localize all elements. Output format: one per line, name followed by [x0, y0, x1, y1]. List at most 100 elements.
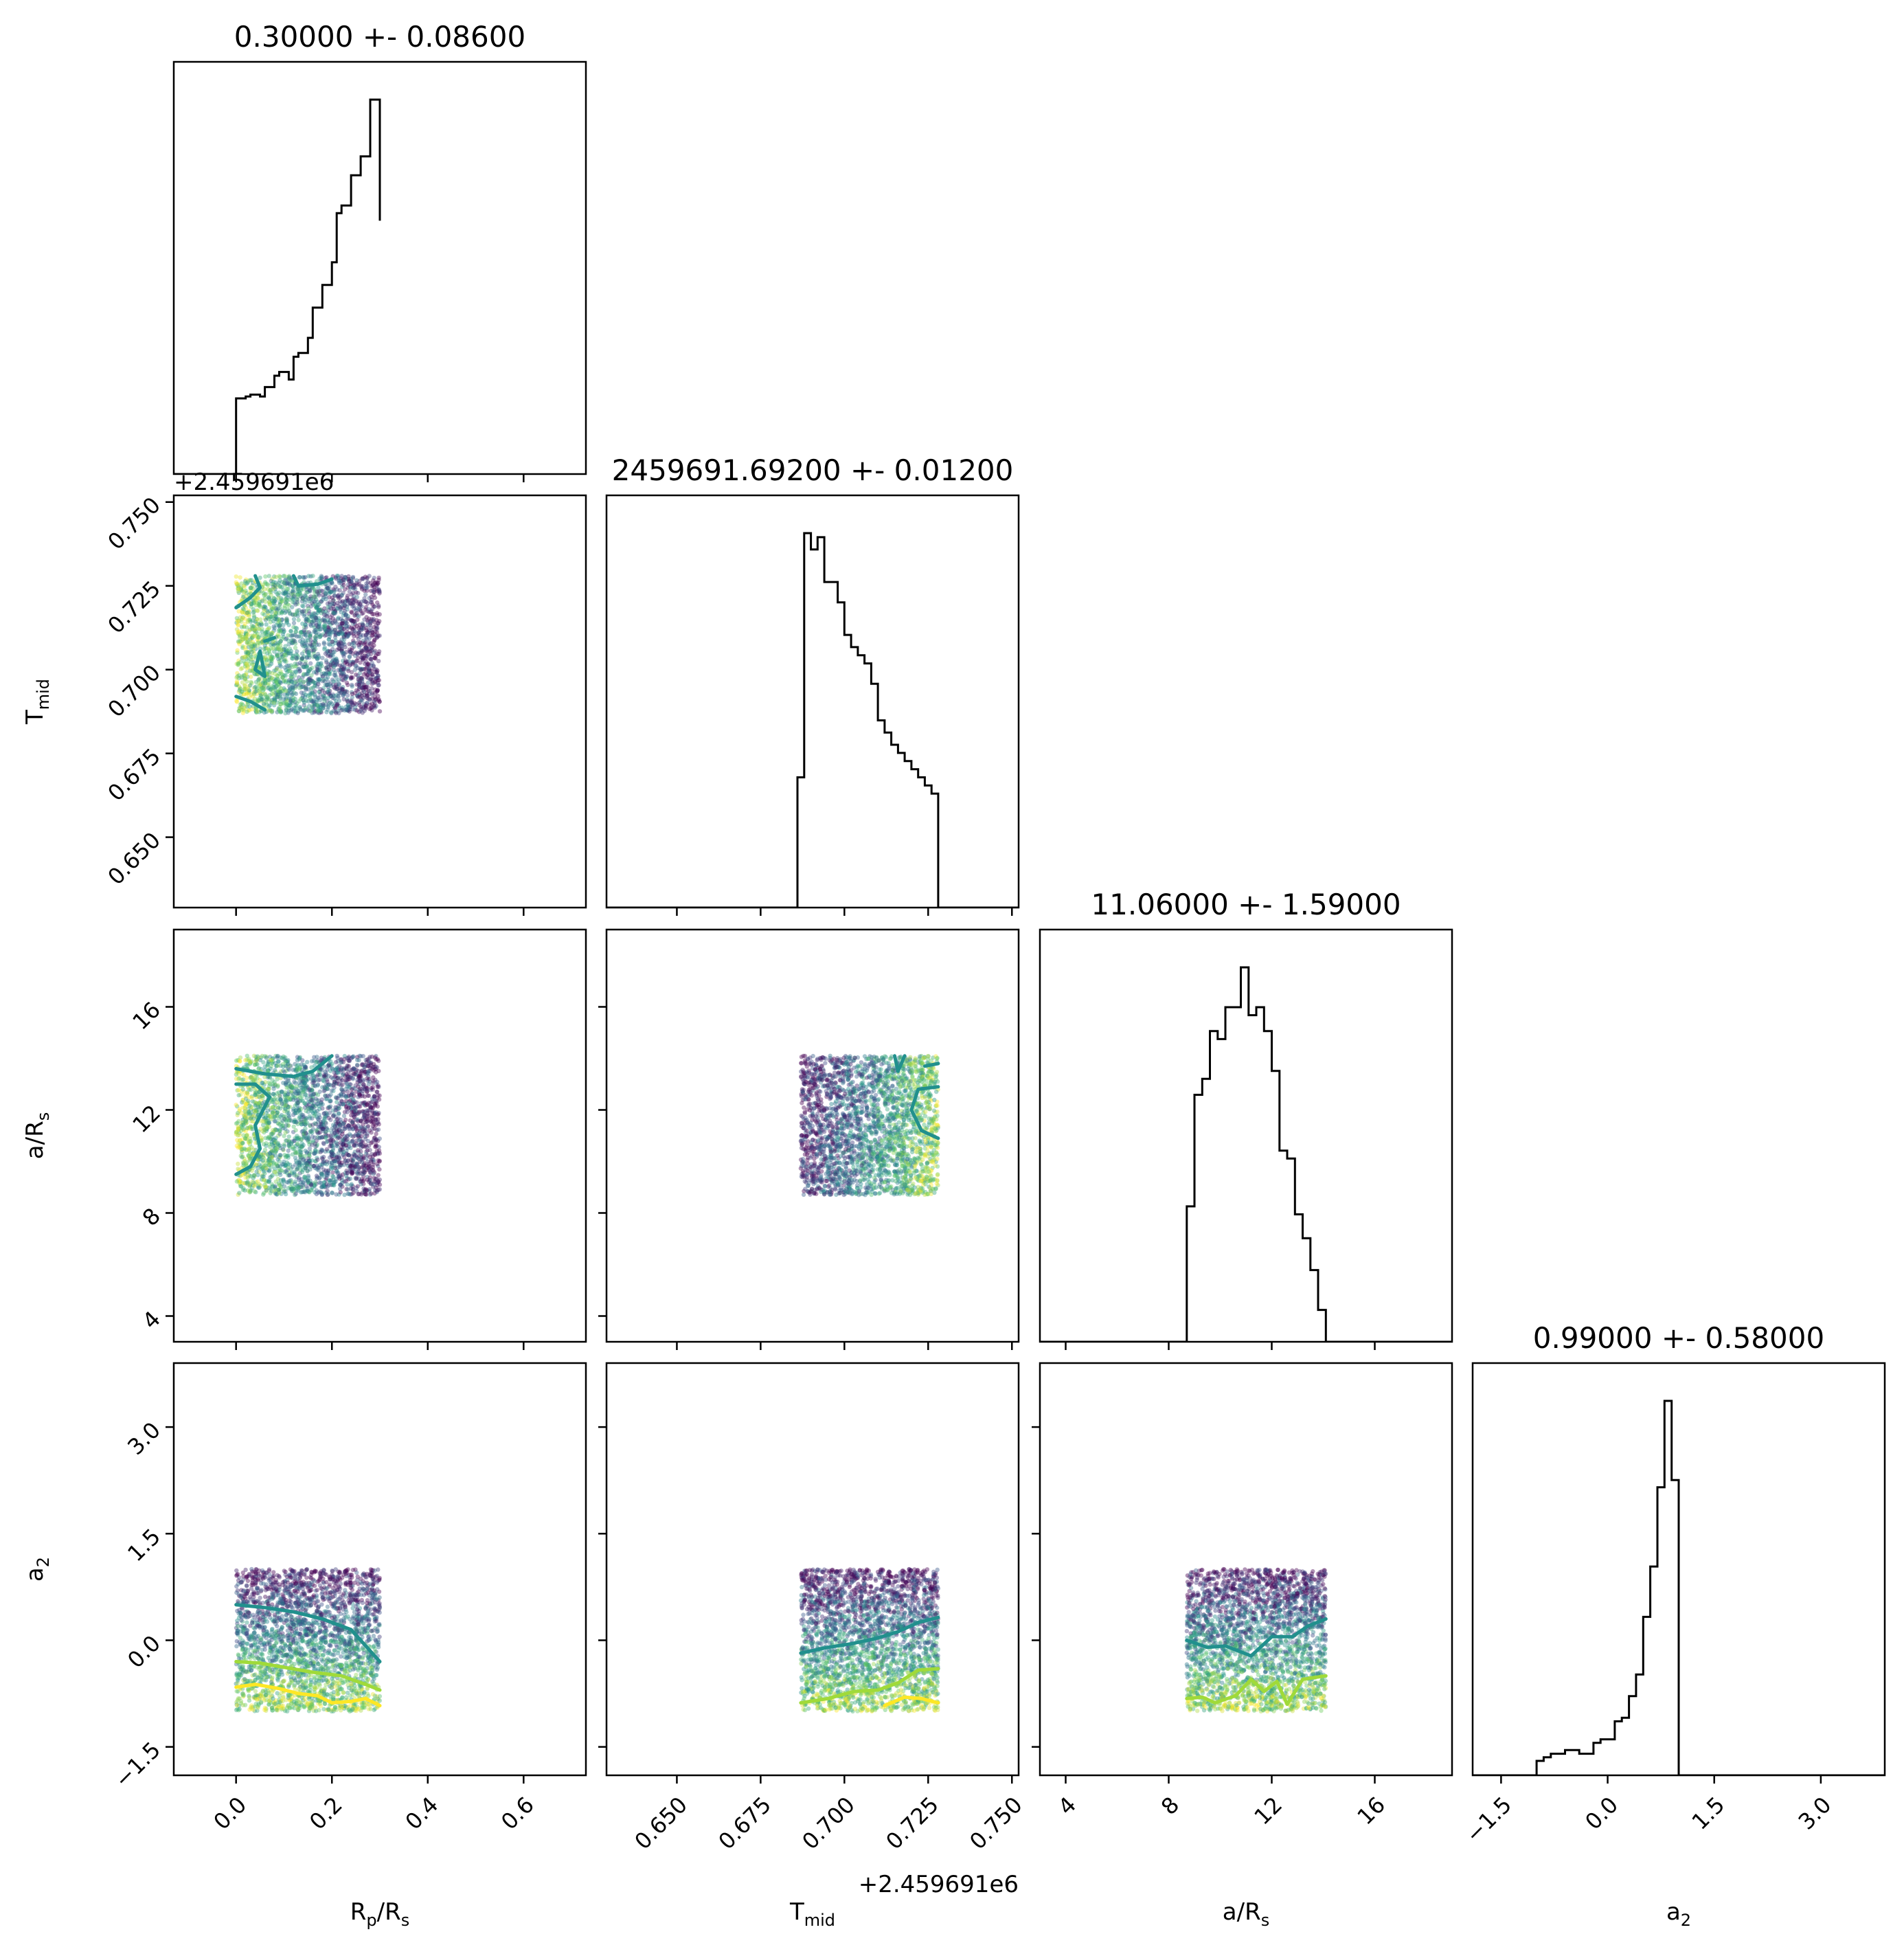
scatter-point: [260, 611, 265, 616]
scatter-point: [270, 1081, 275, 1087]
scatter-point: [257, 1182, 262, 1187]
scatter-point: [360, 655, 365, 660]
scatter-point: [351, 1191, 356, 1195]
scatter-point: [363, 644, 369, 650]
scatter-point: [284, 1103, 289, 1108]
scatter-point: [352, 1067, 357, 1072]
scatter-point: [266, 1068, 271, 1073]
scatter-point: [266, 587, 271, 592]
scatter-point: [316, 1077, 321, 1083]
scatter-point: [316, 609, 321, 614]
scatter-point: [291, 640, 295, 645]
scatter-point: [367, 1128, 372, 1133]
scatter-point: [375, 589, 380, 594]
scatter-point: [313, 1096, 318, 1101]
scatter-point: [250, 668, 255, 673]
scatter-point: [354, 663, 359, 668]
scatter-point: [336, 592, 341, 598]
scatter-point: [291, 592, 296, 597]
scatter-point: [287, 651, 292, 656]
scatter-point: [283, 1097, 288, 1102]
scatter-point: [372, 1170, 377, 1175]
scatter-point: [284, 707, 288, 712]
scatter-point: [341, 1162, 347, 1167]
scatter-point: [352, 606, 356, 611]
scatter-point: [245, 631, 249, 636]
scatter-point: [324, 1135, 328, 1140]
scatter-point: [303, 639, 308, 644]
scatter-point: [243, 1147, 249, 1152]
scatter-point: [350, 1184, 355, 1189]
scatter-point: [298, 634, 303, 639]
scatter-point: [326, 664, 331, 669]
scatter-point: [312, 701, 317, 706]
scatter-point: [282, 665, 287, 670]
scatter-point: [316, 695, 321, 701]
scatter-point: [335, 703, 339, 708]
scatter-point: [324, 677, 329, 682]
scatter-point: [305, 1189, 310, 1193]
scatter-point: [292, 1079, 297, 1084]
scatter-point: [238, 686, 242, 691]
scatter-point: [260, 582, 266, 587]
scatter-point: [350, 651, 355, 656]
scatter-point: [327, 1178, 332, 1183]
scatter-point: [345, 630, 350, 635]
scatter-point: [344, 1148, 349, 1154]
scatter-point: [274, 652, 280, 657]
scatter-point: [337, 688, 342, 693]
scatter-point: [310, 707, 315, 712]
scatter-point: [244, 1062, 249, 1067]
scatter-point: [341, 1150, 346, 1155]
scatter-point: [315, 697, 319, 702]
scatter-point: [269, 1060, 274, 1065]
scatter-point: [356, 1087, 361, 1092]
scatter-point: [277, 655, 282, 660]
scatter-point: [260, 1093, 265, 1099]
scatter-point: [247, 629, 251, 633]
scatter-point: [345, 1064, 350, 1069]
scatter-point: [328, 649, 332, 653]
scatter-point: [236, 631, 240, 636]
scatter-point: [238, 1055, 243, 1060]
scatter-point: [282, 605, 287, 610]
scatter-point: [251, 642, 257, 647]
scatter-point: [358, 1136, 363, 1141]
scatter-point: [352, 644, 356, 649]
scatter-point: [314, 618, 319, 622]
scatter-point: [277, 584, 283, 589]
scatter-point: [253, 629, 258, 634]
scatter-point: [363, 1191, 367, 1197]
scatter-point: [275, 641, 280, 646]
scatter-point: [352, 1114, 357, 1119]
scatter-point: [271, 596, 276, 600]
scatter-point: [345, 1074, 351, 1079]
scatter-point: [269, 1105, 273, 1110]
scatter-point: [326, 1063, 331, 1068]
scatter-point: [326, 1127, 331, 1133]
scatter-point: [337, 682, 341, 686]
scatter-point: [257, 1101, 262, 1106]
scatter-point: [374, 667, 379, 672]
scatter-point: [347, 707, 352, 712]
scatter-point: [377, 1159, 382, 1164]
scatter-point: [280, 609, 284, 615]
scatter-point: [325, 690, 330, 695]
scatter-point: [340, 623, 345, 629]
scatter-point: [300, 693, 306, 699]
scatter-point: [370, 628, 374, 633]
scatter-point: [302, 703, 306, 708]
scatter-point: [304, 1067, 308, 1072]
scatter-point: [236, 586, 241, 591]
scatter-point: [247, 688, 251, 693]
scatter-point: [321, 1167, 326, 1172]
scatter-point: [297, 1159, 302, 1165]
scatter-point: [345, 1170, 350, 1176]
scatter-point: [275, 673, 280, 678]
scatter-point: [249, 1126, 253, 1132]
scatter-point: [279, 686, 284, 691]
scatter-point: [354, 1169, 359, 1175]
scatter-point: [247, 1189, 252, 1193]
scatter-point: [286, 586, 291, 592]
scatter-point: [294, 1119, 299, 1124]
